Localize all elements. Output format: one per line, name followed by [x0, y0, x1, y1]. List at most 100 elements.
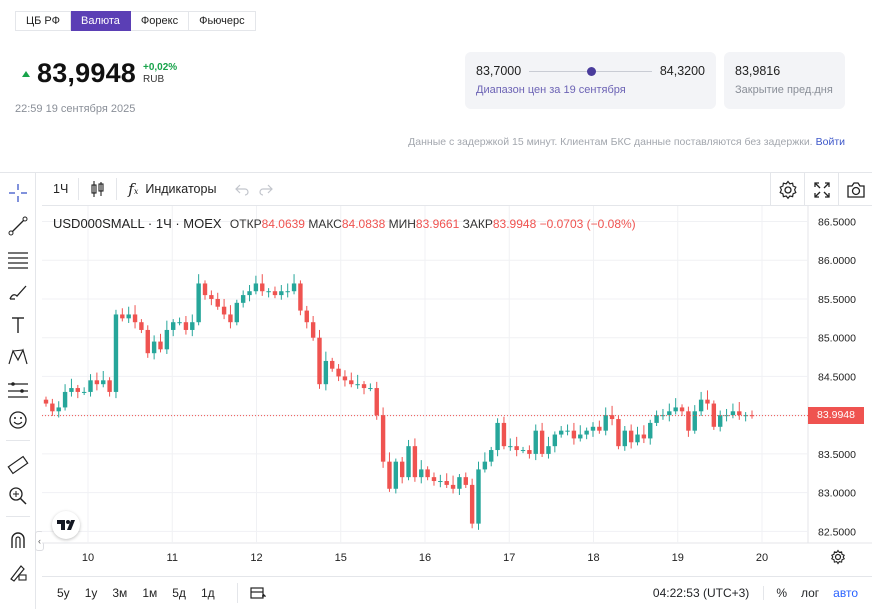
range-1m[interactable]: 1м: [142, 585, 158, 600]
auto-toggle[interactable]: авто: [833, 585, 858, 600]
currency-label: RUB: [143, 73, 165, 85]
toolbar-separator: [116, 178, 118, 200]
price-axis: 86.500086.000085.500085.000084.500084.00…: [818, 216, 856, 538]
range-5y[interactable]: 5y: [57, 585, 70, 600]
candle-body: [101, 380, 106, 385]
compare-icon[interactable]: [236, 582, 266, 603]
candle-body: [482, 461, 488, 470]
range-3m[interactable]: 3м: [112, 585, 128, 600]
candle-body: [425, 469, 430, 478]
log-toggle[interactable]: лог: [800, 585, 820, 600]
pattern-icon[interactable]: [6, 345, 30, 369]
candle-body: [679, 407, 685, 412]
fullscreen-icon[interactable]: [804, 173, 838, 206]
candle-body: [234, 302, 240, 323]
candle-body: [330, 360, 335, 369]
clock-time: 04:22:53 (UTC+3): [652, 585, 750, 600]
candle-body: [692, 411, 697, 431]
gear-icon[interactable]: [831, 549, 845, 565]
delay-notice: Данные с задержкой 15 минут. Клиентам БК…: [408, 136, 845, 148]
legend-close: 83.9948: [492, 217, 537, 231]
trendline-icon[interactable]: [6, 214, 30, 238]
candle-body: [50, 403, 55, 412]
candle-body: [215, 298, 220, 307]
crosshair-icon[interactable]: [6, 181, 30, 205]
candle-body: [94, 380, 100, 385]
zoom-in-icon[interactable]: [6, 484, 30, 508]
settings-icon[interactable]: [770, 173, 804, 206]
prediction-icon[interactable]: [6, 377, 30, 401]
tab-cbr[interactable]: ЦБ РФ: [15, 11, 71, 31]
lock-pencil-icon[interactable]: [6, 560, 30, 584]
current-price: 83,9948: [37, 58, 136, 88]
candle-body: [158, 341, 163, 350]
candle-body: [260, 283, 265, 292]
text-icon[interactable]: [6, 313, 30, 337]
candle-body: [444, 481, 449, 485]
price-tick-label: 85.0000: [818, 333, 856, 345]
candle-body: [132, 314, 138, 323]
interval-button[interactable]: 1Ч: [53, 182, 69, 196]
candle-body: [419, 469, 424, 478]
redo-icon[interactable]: [258, 182, 274, 196]
last-price-tag: 83.9948: [808, 407, 864, 425]
candle-body: [120, 314, 125, 319]
candle-body: [438, 481, 443, 483]
change-percent: +0,02%: [143, 61, 178, 73]
candle-body: [431, 477, 437, 482]
tab-currency[interactable]: Валюта: [71, 11, 131, 31]
tab-futures[interactable]: Фьючерс: [189, 11, 256, 31]
undo-icon[interactable]: [234, 182, 250, 196]
ruler-icon[interactable]: [6, 453, 30, 477]
candle-body: [686, 411, 691, 431]
time-tick-label: 18: [587, 552, 599, 564]
grid-lines: [42, 206, 808, 543]
candles: [43, 274, 755, 530]
candle-body: [164, 329, 170, 350]
percent-toggle[interactable]: %: [763, 585, 787, 600]
candle-body: [253, 283, 259, 292]
tradingview-logo-icon[interactable]: [52, 511, 80, 539]
range-slider: [529, 66, 652, 76]
candle-body: [380, 415, 386, 462]
emoji-icon[interactable]: [6, 408, 30, 432]
legend-high-label: МАКС: [308, 217, 342, 231]
price-chart[interactable]: 86.500086.000085.500085.000084.500084.00…: [0, 173, 872, 609]
candle-body: [139, 322, 144, 330]
range-row: 83,7000 84,3200: [476, 64, 705, 78]
candle-body: [667, 411, 672, 416]
candle-body: [514, 446, 519, 451]
range-1y[interactable]: 1y: [84, 585, 98, 600]
candle-body: [393, 461, 399, 489]
candle-body: [279, 291, 284, 296]
indicators-button[interactable]: fx Индикаторы: [128, 180, 216, 198]
function-icon: fx: [128, 180, 139, 198]
toolbar-divider: [6, 440, 30, 441]
candle-body: [412, 446, 418, 478]
range-low: 83,7000: [476, 64, 522, 78]
candle-body: [75, 388, 81, 392]
candle-body: [228, 314, 233, 323]
candle-body: [406, 446, 411, 478]
camera-icon[interactable]: [838, 173, 872, 206]
price-change: +0,02% RUB: [143, 62, 177, 86]
range-1d[interactable]: 1д: [200, 585, 215, 600]
candle-body: [635, 434, 640, 443]
candle-body: [495, 422, 500, 451]
candle-body: [291, 283, 297, 292]
fib-icon[interactable]: [6, 247, 30, 271]
range-5d[interactable]: 5д: [172, 585, 186, 600]
tab-forex[interactable]: Форекс: [130, 11, 190, 31]
candle-body: [457, 477, 462, 489]
brush-icon[interactable]: [6, 280, 30, 304]
candle-body: [622, 430, 627, 447]
magnet-icon[interactable]: [6, 528, 30, 552]
chart-top-toolbar: 1Ч fx Индикаторы: [42, 173, 872, 206]
candle-body: [469, 484, 475, 524]
chart-widget: ‹ 1Ч fx Индикаторы: [0, 172, 872, 609]
candle-body: [310, 322, 316, 338]
bar-style-icon[interactable]: [90, 180, 106, 198]
candle-body: [558, 430, 564, 435]
login-link[interactable]: Войти: [815, 136, 845, 148]
prev-close-card: 83,9816 Закрытие пред.дня: [724, 52, 845, 109]
